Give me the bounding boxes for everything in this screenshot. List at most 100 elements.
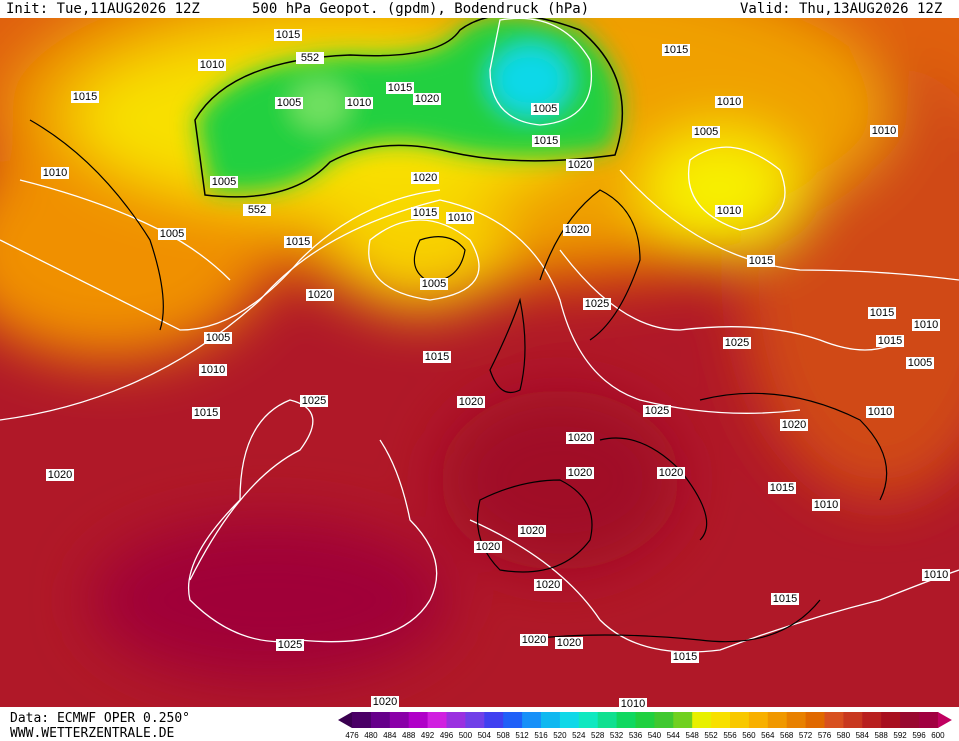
scale-label: 512 — [515, 731, 529, 740]
isobar-label-bg — [210, 176, 238, 188]
isobar-label: 1020 — [568, 467, 592, 479]
isobar-label: 1020 — [522, 634, 546, 646]
isobar-label: 1010 — [914, 319, 938, 331]
isobar-label: 1020 — [659, 467, 683, 479]
scale-swatch — [446, 712, 466, 728]
isobar-label-bg — [566, 159, 594, 171]
scale-swatch — [597, 712, 618, 728]
scale-label: 568 — [780, 731, 794, 740]
scale-arrow — [338, 712, 352, 728]
isobar-label: 1025 — [645, 405, 669, 417]
isobar-label-bg — [771, 593, 799, 605]
isobar-label: 1020 — [568, 432, 592, 444]
scale-label: 600 — [931, 731, 945, 740]
isobar-label: 1020 — [476, 541, 500, 553]
isobar-label: 1005 — [206, 332, 230, 344]
scale-swatch — [541, 712, 561, 728]
isobar-label: 1010 — [347, 97, 371, 109]
scale-swatch — [408, 712, 429, 728]
isobar-label-bg — [474, 541, 502, 553]
isobar-label: 1020 — [782, 419, 806, 431]
isobar-label: 1005 — [533, 103, 557, 115]
isobar-label-bg — [662, 44, 690, 56]
scale-swatch — [559, 712, 580, 728]
isobar-label-bg — [870, 125, 898, 137]
isobar-label-bg — [715, 205, 743, 217]
scale-label: 540 — [648, 731, 662, 740]
isobar-label-bg — [566, 432, 594, 444]
scale-label: 520 — [553, 731, 567, 740]
website: WWW.WETTERZENTRALE.DE — [10, 726, 175, 741]
isobar-label-bg — [723, 337, 751, 349]
isobar-label: 552 — [248, 204, 266, 216]
scale-swatch — [748, 712, 769, 728]
isobar-label: 552 — [301, 52, 319, 64]
isobar-label-bg — [306, 289, 334, 301]
scale-label: 504 — [478, 731, 492, 740]
isobar-label-bg — [423, 351, 451, 363]
scale-swatch — [389, 712, 410, 728]
isobar-label: 1005 — [694, 126, 718, 138]
map-title: 500 hPa Geopot. (gpdm), Bodendruck (hPa) — [252, 1, 590, 17]
isobar-label: 1015 — [673, 651, 697, 663]
isobar-label: 1020 — [557, 637, 581, 649]
scale-swatch — [616, 712, 636, 728]
isobar-label-bg — [275, 97, 303, 109]
scale-label: 528 — [591, 731, 605, 740]
scale-label: 596 — [912, 731, 926, 740]
scale-swatch — [919, 712, 939, 728]
scale-label: 476 — [345, 731, 359, 740]
isobar-label-bg — [420, 278, 448, 290]
isobar-label-bg — [643, 405, 671, 417]
isobar-label-bg — [747, 255, 775, 267]
scale-swatch — [711, 712, 731, 728]
isobar-label: 1010 — [43, 167, 67, 179]
isobar-label-bg — [243, 204, 271, 216]
isobar-label: 1015 — [664, 44, 688, 56]
isobar-label: 1015 — [276, 29, 300, 41]
isobars — [0, 18, 959, 653]
isobar-label: 1015 — [425, 351, 449, 363]
isobar-label-bg — [812, 499, 840, 511]
scale-label: 552 — [704, 731, 718, 740]
scale-label: 508 — [497, 731, 511, 740]
isobar-label-bg — [446, 212, 474, 224]
scale-swatch — [522, 712, 542, 728]
init-time: Init: Tue,11AUG2026 12Z — [6, 1, 200, 17]
scale-label: 576 — [818, 731, 832, 740]
isobar-label: 1010 — [201, 364, 225, 376]
scale-label: 544 — [667, 731, 681, 740]
isobar-label-bg — [531, 103, 559, 115]
isobar-label-bg — [41, 167, 69, 179]
isobar-label-bg — [692, 126, 720, 138]
isobar-label: 1005 — [212, 176, 236, 188]
isobar-label-bg — [457, 396, 485, 408]
isobar-label-bg — [296, 52, 324, 64]
isobar-label-bg — [274, 29, 302, 41]
isobar-label: 1010 — [814, 499, 838, 511]
scale-label: 492 — [421, 731, 435, 740]
scale-swatch — [635, 712, 655, 728]
isobar-label-bg — [371, 696, 399, 707]
isobar-label: 1025 — [725, 337, 749, 349]
isobar-label-bg — [520, 634, 548, 646]
isobar-label-bg — [619, 698, 647, 707]
scale-swatch — [654, 712, 674, 728]
isobar-label-bg — [583, 298, 611, 310]
isobar-label-bg — [411, 207, 439, 219]
scale-label: 560 — [742, 731, 756, 740]
scale-label: 532 — [610, 731, 624, 740]
scale-label: 580 — [837, 731, 851, 740]
isobar-label: 1015 — [73, 91, 97, 103]
isobar-label: 1015 — [194, 407, 218, 419]
data-source: Data: ECMWF OPER 0.250° — [10, 711, 191, 726]
scale-swatch — [352, 712, 372, 728]
isobar-label: 1015 — [878, 335, 902, 347]
scale-swatch — [786, 712, 807, 728]
isobar-label: 1020 — [373, 696, 397, 707]
isobar-label: 1020 — [48, 469, 72, 481]
isobar-label-bg — [866, 406, 894, 418]
isobar-label: 1010 — [872, 125, 896, 137]
